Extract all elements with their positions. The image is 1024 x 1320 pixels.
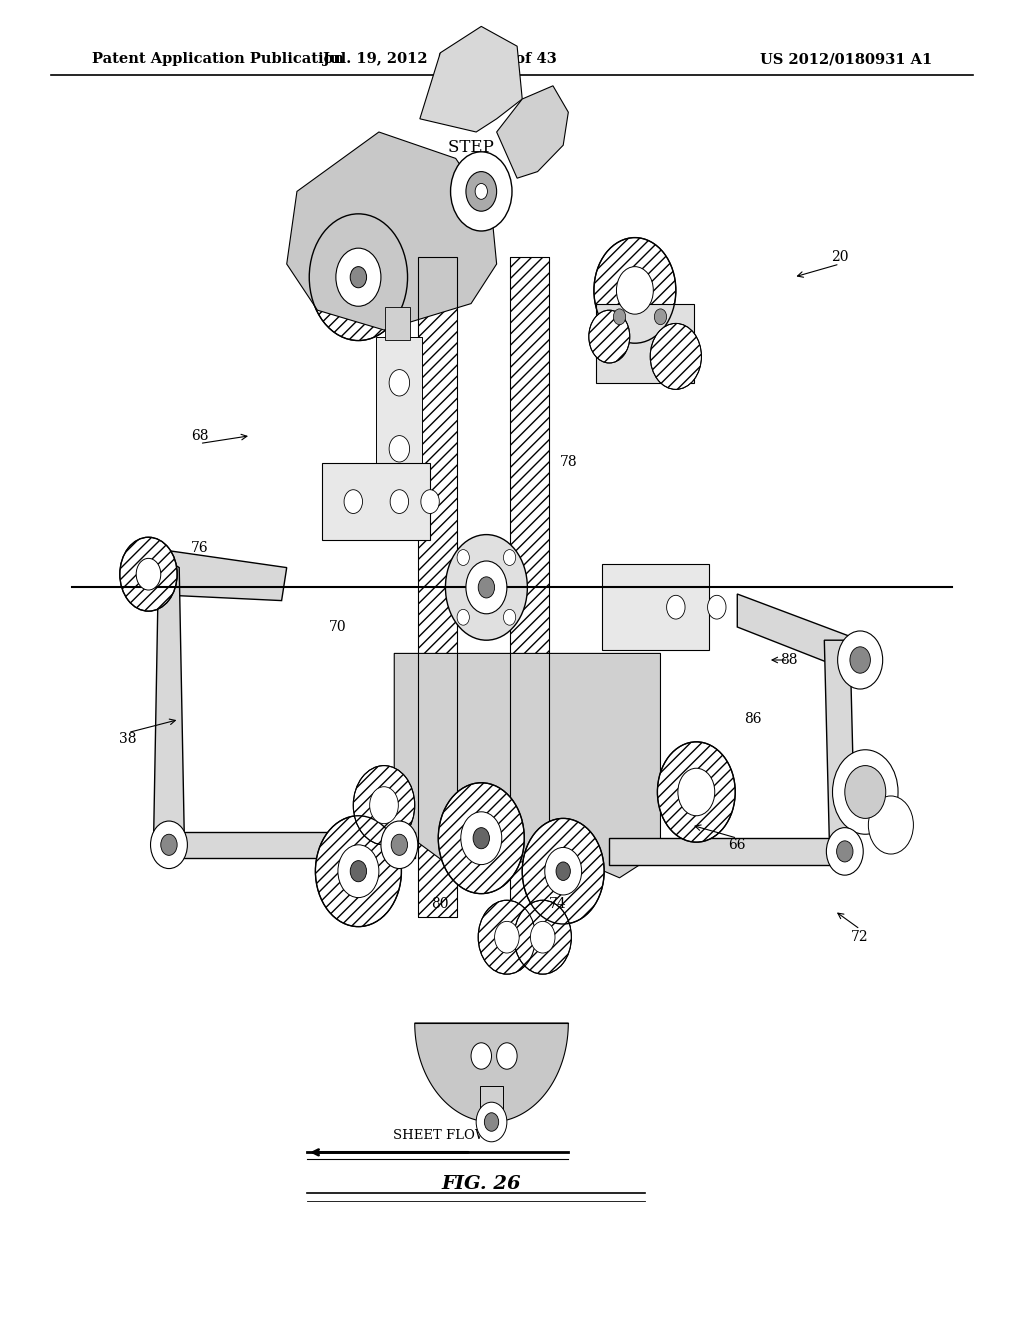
Circle shape <box>484 1113 499 1131</box>
Bar <box>377 337 422 521</box>
Circle shape <box>466 172 497 211</box>
Text: 38: 38 <box>119 733 137 746</box>
Circle shape <box>514 900 571 974</box>
Text: STEP  9: STEP 9 <box>447 140 515 156</box>
Bar <box>602 565 709 649</box>
Circle shape <box>445 535 527 640</box>
Circle shape <box>850 647 870 673</box>
Circle shape <box>613 309 626 325</box>
Text: 68: 68 <box>190 429 209 442</box>
Circle shape <box>826 828 863 875</box>
Circle shape <box>845 766 886 818</box>
Circle shape <box>478 900 536 974</box>
Text: 88: 88 <box>779 653 798 667</box>
Polygon shape <box>497 86 568 178</box>
Circle shape <box>120 537 177 611</box>
Circle shape <box>136 558 161 590</box>
Circle shape <box>451 152 512 231</box>
Circle shape <box>837 841 853 862</box>
Polygon shape <box>287 132 497 330</box>
Bar <box>418 257 457 917</box>
Circle shape <box>545 847 582 895</box>
Polygon shape <box>737 594 860 673</box>
Circle shape <box>495 921 519 953</box>
Circle shape <box>389 370 410 396</box>
Circle shape <box>654 309 667 325</box>
Circle shape <box>530 921 555 953</box>
Circle shape <box>667 595 685 619</box>
Circle shape <box>390 490 409 513</box>
Circle shape <box>309 214 408 341</box>
Circle shape <box>457 549 469 565</box>
Text: 66: 66 <box>728 838 746 851</box>
Circle shape <box>421 490 439 513</box>
Circle shape <box>151 821 187 869</box>
Circle shape <box>650 323 701 389</box>
Polygon shape <box>159 832 415 858</box>
Circle shape <box>868 796 913 854</box>
Text: 70: 70 <box>329 620 347 634</box>
Circle shape <box>353 766 415 845</box>
Circle shape <box>476 1102 507 1142</box>
Polygon shape <box>154 554 184 838</box>
Text: 72: 72 <box>851 931 869 944</box>
Circle shape <box>594 238 676 343</box>
Circle shape <box>478 577 495 598</box>
Circle shape <box>338 845 379 898</box>
Circle shape <box>473 828 489 849</box>
Text: 74: 74 <box>549 898 567 911</box>
Circle shape <box>391 834 408 855</box>
Text: 20: 20 <box>830 251 849 264</box>
Bar <box>385 306 410 339</box>
Circle shape <box>589 310 630 363</box>
Bar <box>510 257 549 917</box>
Circle shape <box>461 812 502 865</box>
Bar <box>322 463 430 540</box>
Text: 80: 80 <box>431 898 450 911</box>
Circle shape <box>471 1043 492 1069</box>
Text: 78: 78 <box>559 455 578 469</box>
Text: SHEET FLOW: SHEET FLOW <box>392 1129 488 1142</box>
Polygon shape <box>824 640 855 845</box>
Polygon shape <box>415 1023 568 1122</box>
Polygon shape <box>143 548 287 601</box>
Circle shape <box>381 821 418 869</box>
Circle shape <box>678 768 715 816</box>
Circle shape <box>389 436 410 462</box>
Circle shape <box>708 595 726 619</box>
Polygon shape <box>394 653 660 878</box>
Circle shape <box>504 549 516 565</box>
Circle shape <box>161 834 177 855</box>
Circle shape <box>336 248 381 306</box>
Text: US 2012/0180931 A1: US 2012/0180931 A1 <box>760 53 932 66</box>
Bar <box>418 257 457 917</box>
Circle shape <box>315 816 401 927</box>
Polygon shape <box>609 838 845 865</box>
Text: 86: 86 <box>743 713 762 726</box>
Circle shape <box>497 1043 517 1069</box>
Text: FIG. 26: FIG. 26 <box>441 1175 521 1193</box>
Circle shape <box>504 610 516 626</box>
Circle shape <box>616 267 653 314</box>
Bar <box>596 304 694 383</box>
Text: 76: 76 <box>190 541 209 554</box>
Circle shape <box>438 783 524 894</box>
Bar <box>510 257 549 917</box>
Circle shape <box>838 631 883 689</box>
Circle shape <box>370 787 398 824</box>
Circle shape <box>522 818 604 924</box>
Circle shape <box>350 267 367 288</box>
Circle shape <box>466 561 507 614</box>
Circle shape <box>475 183 487 199</box>
Text: Jul. 19, 2012  Sheet 29 of 43: Jul. 19, 2012 Sheet 29 of 43 <box>324 53 557 66</box>
Circle shape <box>657 742 735 842</box>
Circle shape <box>344 490 362 513</box>
Circle shape <box>833 750 898 834</box>
Circle shape <box>457 610 469 626</box>
Circle shape <box>350 861 367 882</box>
Bar <box>480 1086 503 1113</box>
Polygon shape <box>420 26 522 132</box>
Text: Patent Application Publication: Patent Application Publication <box>92 53 344 66</box>
Circle shape <box>556 862 570 880</box>
